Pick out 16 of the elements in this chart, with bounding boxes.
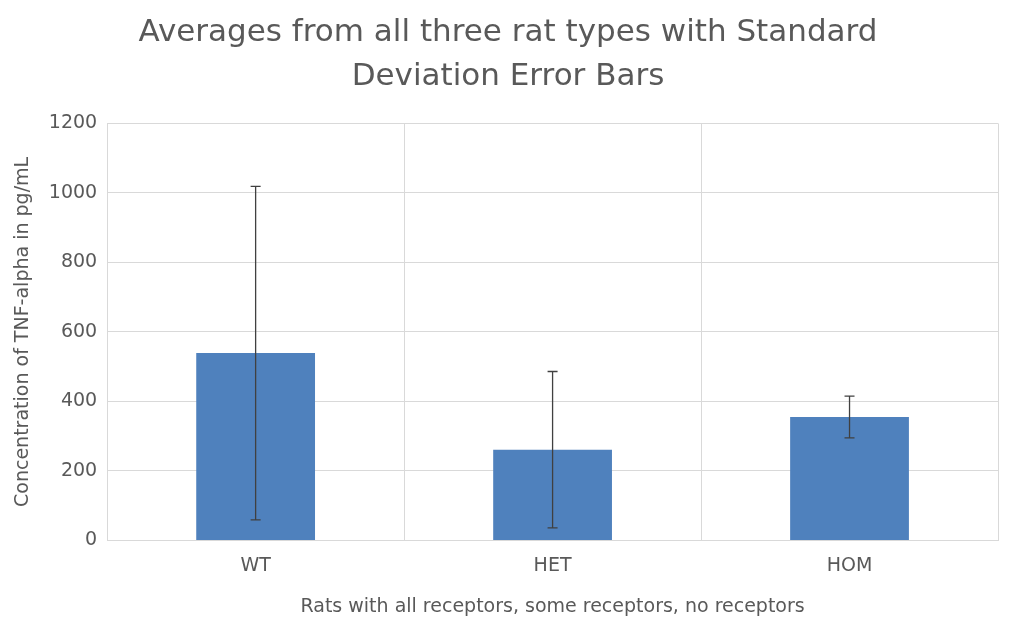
- y-tick-label: 600: [60, 318, 98, 341]
- bar: [790, 417, 909, 540]
- bar: [493, 449, 612, 540]
- y-tick-label: 1200: [48, 110, 98, 133]
- y-tick-label: 400: [60, 388, 98, 411]
- x-axis-title: Rats with all receptors, some receptors, no receptors: [300, 593, 805, 616]
- y-tick-label: 1000: [48, 179, 98, 202]
- x-tick-label: HET: [533, 552, 572, 575]
- x-tick-label: WT: [240, 552, 272, 575]
- y-axis-title: Concentration of TNF-alpha in pg/mL: [10, 156, 33, 507]
- chart-title: Averages from all three rat types with Standard Deviation Error Bars: [137, 11, 879, 94]
- y-tick-label: 0: [85, 527, 98, 550]
- x-tick-label: HOM: [826, 552, 873, 575]
- y-tick-label: 200: [60, 457, 98, 480]
- bar: [196, 353, 316, 540]
- y-tick-label: 800: [60, 249, 98, 272]
